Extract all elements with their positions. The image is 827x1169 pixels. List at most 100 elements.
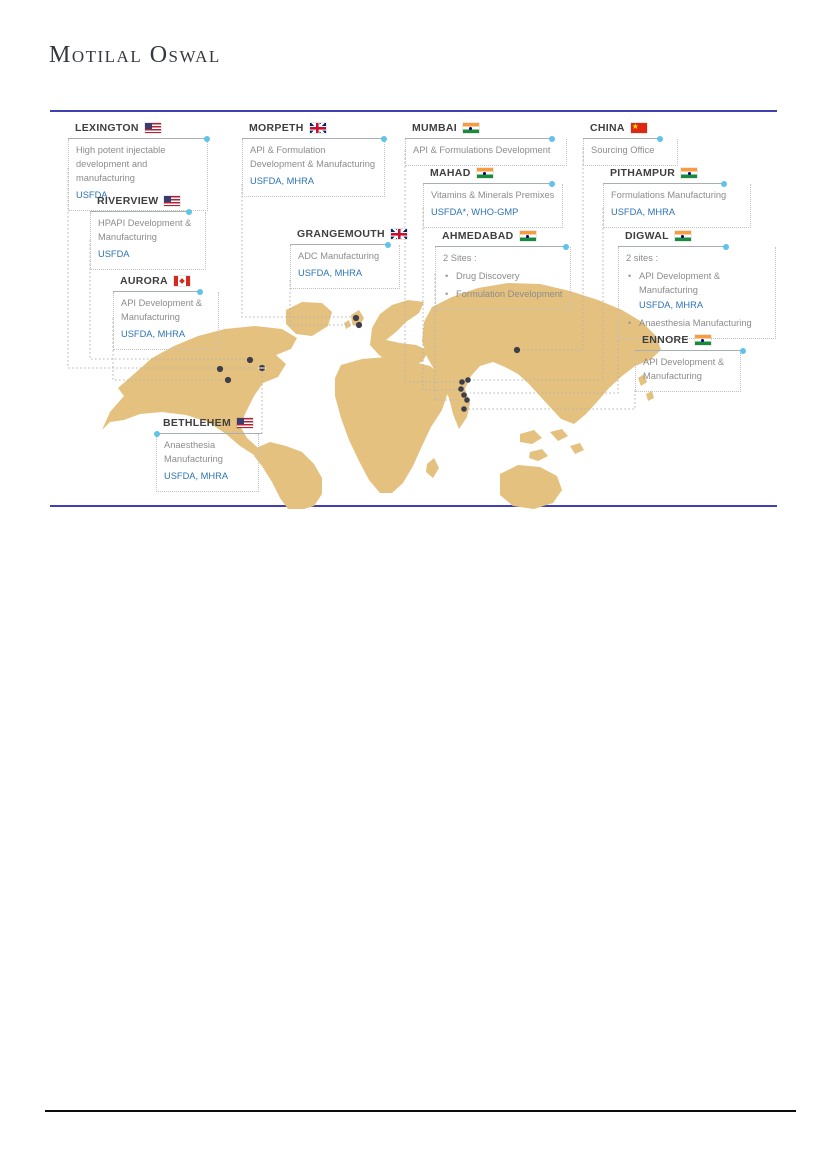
in-flag-icon: [519, 231, 536, 241]
callout-leader-line: [423, 181, 555, 187]
callout-body: 2 Sites : Drug Discovery Formulation Devel…: [435, 247, 571, 310]
us-flag-icon: [237, 418, 254, 428]
in-flag-icon: [674, 231, 691, 241]
site-name: MAHAD: [430, 167, 471, 179]
site-marker: [465, 377, 471, 383]
in-flag-icon: [476, 168, 493, 178]
south-america: [254, 442, 322, 509]
connector-grangemouth: [289, 280, 356, 326]
cn-flag-icon: [630, 122, 647, 133]
callout-leader-line: [242, 136, 387, 142]
callout-leader-line: [113, 289, 203, 295]
approval-text: USFDA: [98, 248, 130, 259]
site-marker: [459, 379, 465, 385]
connector-mahad: [422, 208, 458, 391]
leader-endpoint-dot: [385, 242, 391, 248]
site-name: BETHLEHEM: [163, 417, 232, 429]
southeast-asia-islands: [550, 429, 568, 441]
callout-pithampur: PITHAMPUR Formulations Manufacturing USFDA…: [603, 166, 751, 228]
site-description: 2 sites :: [626, 253, 659, 263]
leader-endpoint-dot: [563, 244, 569, 250]
leader-endpoint-dot: [204, 136, 210, 142]
site-marker: [513, 346, 521, 354]
site-description: API Development & Manufacturing: [626, 270, 770, 298]
leader-endpoint-dot: [723, 244, 729, 250]
australia: [500, 465, 562, 509]
callout-header: PITHAMPUR: [603, 166, 751, 180]
europe: [370, 300, 429, 366]
callout-morpeth: MORPETH API & Formulation Development & M…: [242, 121, 387, 197]
callout-leader-line: [405, 136, 555, 142]
site-description: HPAPI Development & Manufacturing: [98, 218, 192, 242]
site-markers: [216, 314, 521, 412]
approval-text: USFDA, MHRA: [250, 175, 315, 186]
callout-header: BETHLEHEM: [156, 416, 262, 430]
figure: LEXINGTON High potent injectable developm…: [50, 110, 777, 509]
site-marker: [464, 397, 470, 403]
site-description: API Development & Manufacturing: [121, 298, 203, 322]
callout-leader-line: [603, 181, 727, 187]
site-marker: [224, 376, 232, 384]
callout-digwal: DIGWAL 2 sites : API Development & Manufac…: [618, 229, 776, 339]
in-flag-icon: [694, 335, 711, 345]
callout-header: RIVERVIEW: [90, 194, 206, 208]
callout-body: Vitamins & Minerals Premixes USFDA*, WHO-…: [423, 184, 563, 228]
connector-digwal: [470, 320, 619, 394]
site-description: Vitamins & Minerals Premixes: [431, 190, 555, 200]
africa: [335, 357, 448, 493]
approval-text: USFDA, MHRA: [121, 328, 186, 339]
callout-header: DIGWAL: [618, 229, 776, 243]
footer-rule: [45, 1110, 796, 1112]
site-description: Formulations Manufacturing: [611, 190, 727, 200]
site-description: 2 Sites :: [443, 253, 477, 263]
site-name: CHINA: [590, 122, 625, 134]
callout-leader-line: [90, 209, 192, 215]
callout-lexington: LEXINGTON High potent injectable developm…: [68, 121, 210, 211]
southeast-asia-islands: [529, 449, 548, 461]
leader-endpoint-dot: [740, 348, 746, 354]
world-map: [67, 148, 661, 509]
callout-bethlehem: BETHLEHEM Anaesthesia Manufacturing USFDA,…: [154, 416, 262, 492]
site-name: PITHAMPUR: [610, 167, 676, 179]
callout-ahmedabad: AHMEDABAD 2 Sites : Drug Discovery Formulat…: [435, 229, 571, 310]
connector-lexington: [67, 168, 255, 369]
site-description: API & Formulation Development & Manufact…: [250, 145, 376, 169]
callout-header: MAHAD: [423, 166, 563, 180]
callout-header: CHINA: [583, 121, 678, 135]
leader-endpoint-dot: [549, 136, 555, 142]
callout-grangemouth: GRANGEMOUTH ADC Manufacturing USFDA, MHRA: [290, 227, 407, 289]
approval-text: USFDA: [76, 189, 108, 200]
connector-morpeth: [241, 184, 353, 318]
callout-mumbai: MUMBAI API & Formulations Development: [405, 121, 567, 166]
callout-header: AURORA: [113, 274, 219, 288]
site-description: API Development & Manufacturing: [643, 357, 725, 381]
callout-leader-line: [618, 244, 729, 250]
site-name: MORPETH: [249, 122, 304, 134]
callout-body: HPAPI Development & Manufacturing USFDA: [90, 212, 206, 270]
leader-endpoint-dot: [186, 209, 192, 215]
callout-riverview: RIVERVIEW HPAPI Development & Manufacturi…: [90, 194, 206, 270]
callout-ennore: ENNORE API Development & Manufacturing: [635, 333, 746, 392]
madagascar: [426, 458, 439, 478]
leader-endpoint-dot: [549, 181, 555, 187]
greenland: [286, 302, 332, 336]
site-marker: [216, 365, 224, 373]
callout-body: ADC Manufacturing USFDA, MHRA: [290, 245, 400, 289]
callout-header: MORPETH: [242, 121, 385, 135]
site-name: ENNORE: [642, 334, 689, 346]
site-description: Formulation Development: [443, 288, 565, 302]
site-name: GRANGEMOUTH: [297, 228, 385, 240]
callout-mahad: MAHAD Vitamins & Minerals Premixes USFDA*,…: [423, 166, 563, 228]
callout-body: High potent injectable development and m…: [68, 139, 208, 211]
approval-text: USFDA, MHRA: [298, 267, 363, 278]
ca-flag-icon: [173, 276, 190, 286]
approval-text: USFDA, MHRA: [611, 206, 676, 217]
connector-pithampur: [472, 208, 604, 381]
site-marker: [461, 392, 467, 398]
approval-text: USFDA, MHRA: [639, 299, 704, 310]
site-description: API & Formulations Development: [413, 145, 551, 155]
southeast-asia-islands: [570, 443, 584, 454]
callout-aurora: AURORA API Development & Manufacturing USF…: [113, 274, 219, 350]
callout-body: Sourcing Office: [583, 139, 678, 166]
